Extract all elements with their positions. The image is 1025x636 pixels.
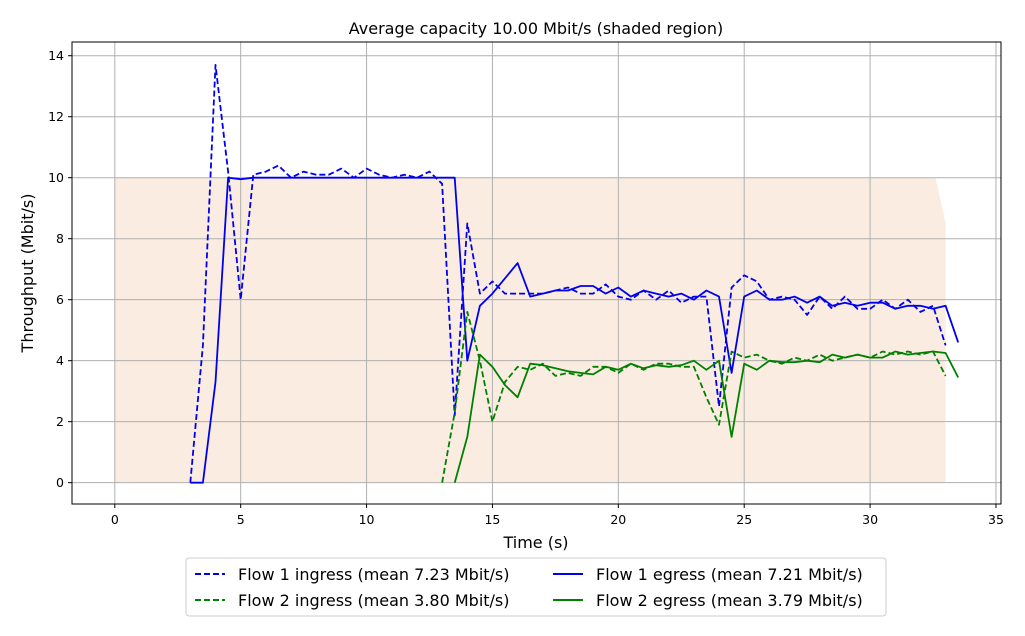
y-tick-label: 12 bbox=[48, 109, 64, 124]
x-tick-label: 0 bbox=[111, 512, 119, 527]
x-tick-label: 15 bbox=[484, 512, 500, 527]
y-tick-label: 6 bbox=[56, 292, 64, 307]
series-line-1 bbox=[189, 64, 947, 483]
plot-frame bbox=[71, 41, 1002, 505]
x-tick-label: 5 bbox=[237, 512, 245, 527]
y-tick-label: 8 bbox=[56, 231, 64, 246]
legend-label: Flow 1 ingress (mean 7.23 Mbit/s) bbox=[238, 565, 510, 584]
x-axis-label: Time (s) bbox=[502, 533, 568, 552]
y-tick-label: 4 bbox=[56, 353, 64, 368]
series-line-3 bbox=[441, 310, 947, 483]
series-line-2 bbox=[190, 176, 960, 484]
legend-label: Flow 2 egress (mean 3.79 Mbit/s) bbox=[596, 591, 863, 610]
y-tick-label: 14 bbox=[48, 48, 64, 63]
y-tick-label: 0 bbox=[56, 475, 64, 490]
y-tick-label: 10 bbox=[48, 170, 64, 185]
x-tick-label: 20 bbox=[610, 512, 626, 527]
y-tick-label: 2 bbox=[56, 414, 64, 429]
x-tick-label: 35 bbox=[988, 512, 1004, 527]
y-axis-label: Throughput (Mbit/s) bbox=[18, 194, 37, 354]
x-tick-label: 30 bbox=[862, 512, 878, 527]
legend-label: Flow 2 ingress (mean 3.80 Mbit/s) bbox=[238, 591, 510, 610]
x-tick-label: 10 bbox=[359, 512, 375, 527]
capacity-shaded-region bbox=[114, 177, 946, 483]
chart-title: Average capacity 10.00 Mbit/s (shaded re… bbox=[349, 19, 723, 38]
legend: Flow 1 ingress (mean 7.23 Mbit/s) Flow 2 … bbox=[185, 557, 887, 617]
x-tick-label: 25 bbox=[736, 512, 752, 527]
legend-label: Flow 1 egress (mean 7.21 Mbit/s) bbox=[596, 565, 863, 584]
series-line-4 bbox=[453, 350, 959, 483]
legend-box bbox=[185, 557, 887, 617]
